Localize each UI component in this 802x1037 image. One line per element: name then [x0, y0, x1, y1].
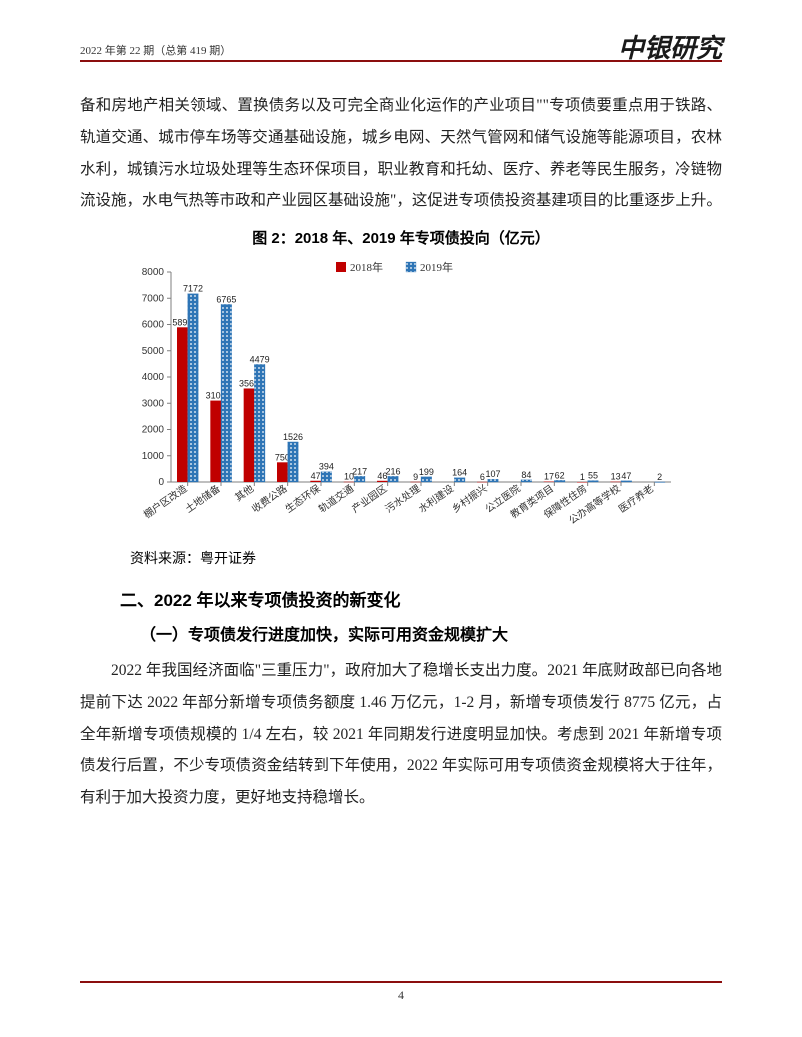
svg-text:其他: 其他 — [232, 482, 256, 504]
figure-2-source: 资料来源：粤开证券 — [130, 548, 722, 568]
svg-text:1000: 1000 — [142, 451, 165, 462]
footer-rule — [80, 981, 722, 983]
svg-text:2018年: 2018年 — [350, 260, 383, 274]
svg-text:轨道交通: 轨道交通 — [316, 482, 356, 516]
svg-text:164: 164 — [452, 468, 467, 478]
figure-2-chart: 0100020003000400050006000700080005893717… — [121, 254, 681, 544]
svg-text:55: 55 — [588, 471, 598, 481]
svg-text:17: 17 — [544, 472, 554, 482]
svg-text:217: 217 — [352, 466, 367, 476]
svg-text:生态环保: 生态环保 — [282, 482, 322, 516]
svg-text:216: 216 — [385, 466, 400, 476]
svg-text:1526: 1526 — [283, 432, 303, 442]
svg-text:47: 47 — [311, 471, 321, 481]
svg-text:1: 1 — [580, 472, 585, 482]
svg-text:2000: 2000 — [142, 425, 165, 436]
svg-text:7000: 7000 — [142, 293, 165, 304]
figure-2-title: 图 2：2018 年、2019 年专项债投向（亿元） — [80, 227, 722, 248]
svg-text:医疗养老: 医疗养老 — [616, 482, 656, 516]
svg-text:土地储备: 土地储备 — [182, 482, 222, 516]
header-rule — [80, 60, 722, 62]
heading-3: （一）专项债发行进度加快，实际可用资金规模扩大 — [140, 621, 722, 645]
svg-text:产业园区: 产业园区 — [349, 482, 389, 516]
svg-text:4479: 4479 — [250, 354, 270, 364]
svg-text:收费公路: 收费公路 — [249, 482, 289, 516]
svg-text:污水处理: 污水处理 — [383, 483, 423, 516]
svg-text:13: 13 — [611, 472, 621, 482]
svg-text:棚户区改造: 棚户区改造 — [141, 482, 189, 521]
svg-text:9: 9 — [413, 472, 418, 482]
svg-text:84: 84 — [521, 470, 531, 480]
page: 2022 年第 22 期（总第 419 期） 中银研究 备和房地产相关领域、置换… — [0, 0, 802, 1037]
page-number: 4 — [0, 988, 802, 1003]
svg-text:5000: 5000 — [142, 346, 165, 357]
svg-text:199: 199 — [419, 467, 434, 477]
svg-text:水利建设: 水利建设 — [416, 482, 456, 516]
svg-text:6000: 6000 — [142, 320, 165, 331]
svg-text:107: 107 — [485, 469, 500, 479]
svg-text:394: 394 — [319, 462, 334, 472]
header-left: 2022 年第 22 期（总第 419 期） — [80, 42, 231, 58]
svg-text:2: 2 — [657, 472, 662, 482]
svg-text:8000: 8000 — [142, 267, 165, 278]
svg-text:7172: 7172 — [183, 284, 203, 294]
bar-chart-svg: 0100020003000400050006000700080005893717… — [121, 254, 681, 544]
heading-2: 二、2022 年以来专项债投资的新变化 — [120, 586, 722, 611]
svg-text:4000: 4000 — [142, 372, 165, 383]
svg-text:0: 0 — [158, 477, 164, 488]
svg-text:62: 62 — [555, 470, 565, 480]
svg-text:6765: 6765 — [216, 294, 236, 304]
svg-text:乡村振兴: 乡村振兴 — [449, 482, 489, 516]
svg-text:47: 47 — [621, 471, 631, 481]
paragraph-2: 2022 年我国经济面临"三重压力"，政府加大了稳增长支出力度。2021 年底财… — [80, 655, 722, 814]
svg-text:6: 6 — [480, 472, 485, 482]
paragraph-1: 备和房地产相关领域、置换债务以及可完全商业化运作的产业项目""专项债要重点用于铁… — [80, 90, 722, 217]
svg-text:2019年: 2019年 — [420, 260, 453, 274]
svg-text:3000: 3000 — [142, 398, 165, 409]
